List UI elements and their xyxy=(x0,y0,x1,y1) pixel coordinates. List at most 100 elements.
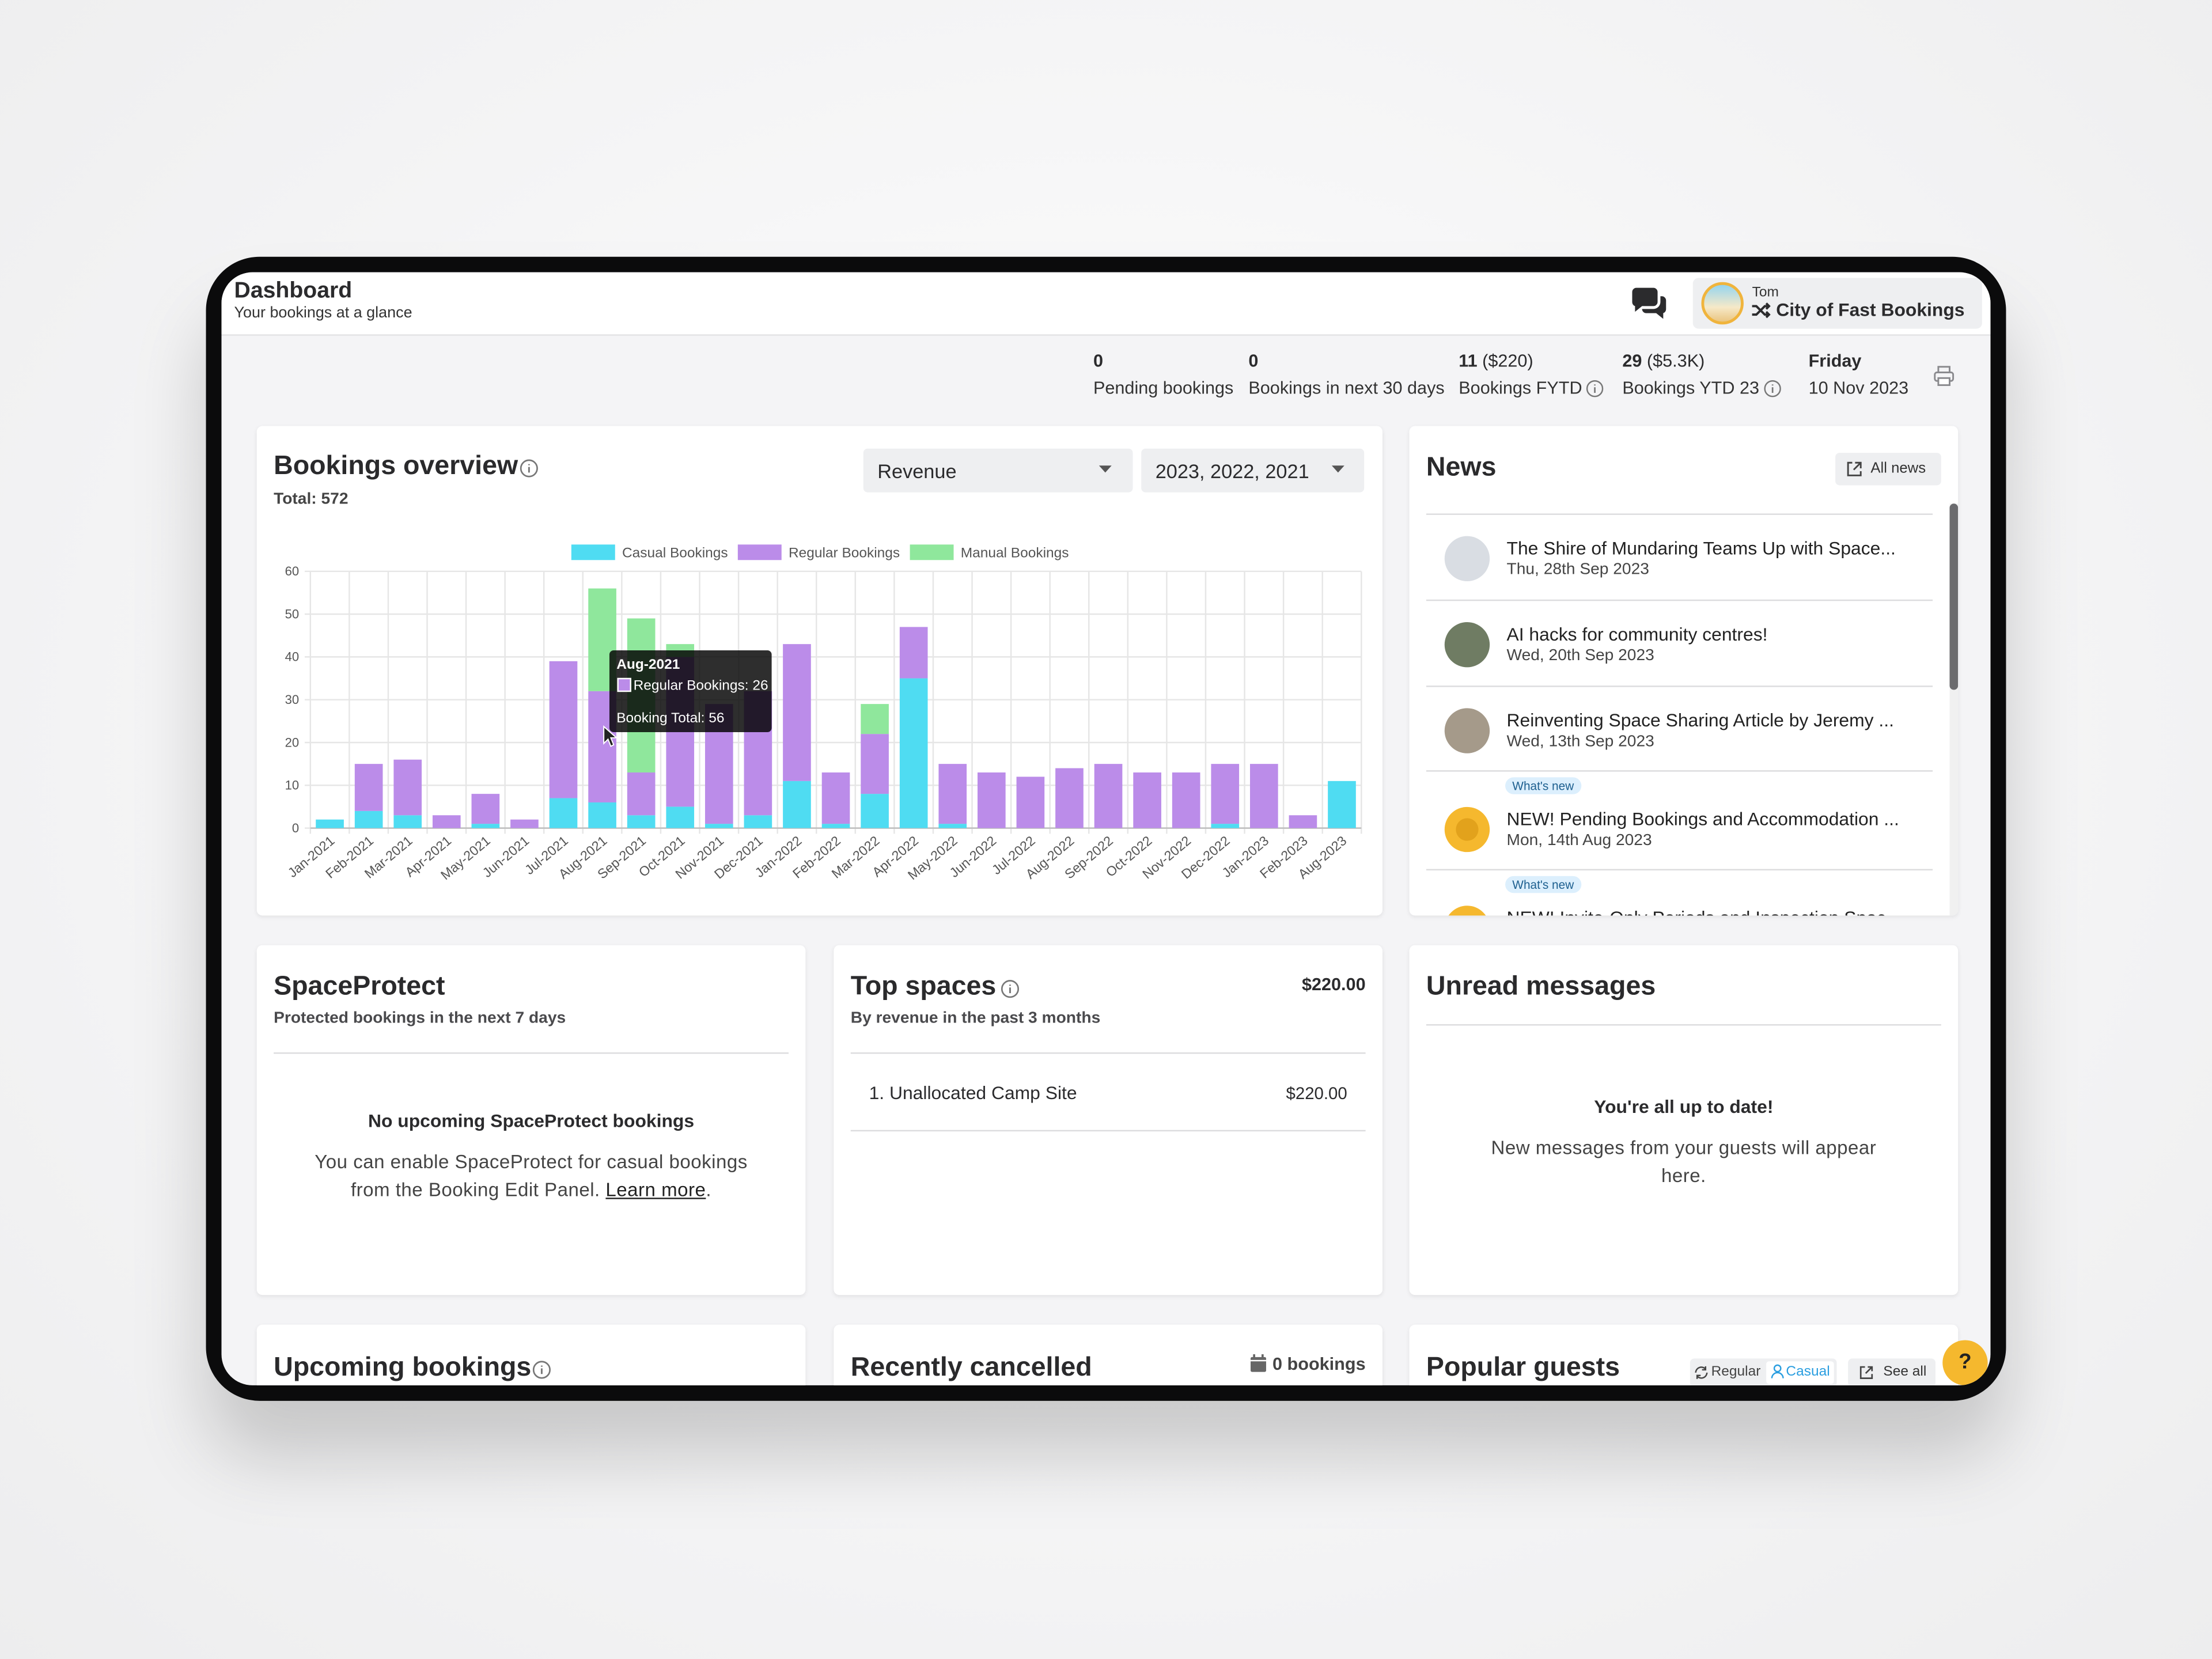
metric-dropdown[interactable] xyxy=(863,448,1133,493)
stat-label: Bookings YTD 23 xyxy=(1622,378,1759,398)
divider xyxy=(1426,599,1933,601)
bar-segment xyxy=(627,815,656,828)
switch-icon xyxy=(1752,302,1771,319)
stat-label: 10 Nov 2023 xyxy=(1808,378,1909,398)
bar-segment xyxy=(549,661,578,798)
bar-segment xyxy=(899,627,928,679)
cancelled-count: 0 bookings xyxy=(1272,1354,1366,1374)
print-icon[interactable] xyxy=(1933,365,1955,388)
y-tick-label: 60 xyxy=(285,564,300,578)
bar-segment xyxy=(1250,764,1278,828)
bar-segment xyxy=(1016,777,1045,828)
calendar-icon xyxy=(1251,1354,1266,1372)
toggle-regular[interactable]: Regular xyxy=(1711,1364,1761,1380)
stat-extra: ($5.3K) xyxy=(1646,351,1705,372)
news-title: AI hacks for community centres! xyxy=(1506,623,1768,645)
empty-title: You're all up to date! xyxy=(1594,1096,1774,1118)
screen: Dashboard Your bookings at a glance Tom … xyxy=(221,272,1991,1385)
news-date: Thu, 28th Sep 2023 xyxy=(1506,561,1649,579)
news-title: NEW! Pending Bookings and Accommodation … xyxy=(1506,808,1899,830)
info-icon[interactable] xyxy=(1000,979,1020,999)
chart-total: Total: 572 xyxy=(274,491,349,508)
space-name: 1. Unallocated Camp Site xyxy=(869,1082,1077,1104)
scroll-thumb[interactable] xyxy=(1949,503,1959,690)
stat-label: Bookings FYTD xyxy=(1459,378,1582,398)
space-amount: $220.00 xyxy=(1286,1083,1347,1104)
person-icon xyxy=(1771,1364,1784,1378)
empty-body: You can enable SpaceProtect for casual b… xyxy=(299,1148,763,1205)
thumb-circle xyxy=(1444,708,1490,753)
card-title: Top spaces xyxy=(850,972,997,1002)
empty-body: New messages from your guests will appea… xyxy=(1491,1137,1877,1187)
bar-segment xyxy=(316,819,344,828)
bar-segment xyxy=(1133,772,1161,828)
info-icon[interactable] xyxy=(519,459,539,478)
bar-segment xyxy=(821,772,850,824)
news-thumbnail xyxy=(1444,536,1490,581)
news-thumbnail xyxy=(1448,906,1486,916)
bar-segment xyxy=(744,815,772,828)
bar-segment xyxy=(861,794,889,828)
stat-value: 11 ($220) xyxy=(1459,351,1533,371)
legend-label: Regular Bookings xyxy=(789,545,900,560)
year-dropdown[interactable] xyxy=(1141,448,1365,493)
bar-segment xyxy=(432,815,461,828)
legend-swatch xyxy=(571,544,615,560)
card-subtitle: By revenue in the past 3 months xyxy=(850,1010,1101,1027)
see-all-label: See all xyxy=(1883,1364,1927,1380)
stat-label: Bookings in next 30 days xyxy=(1248,378,1445,398)
legend-label: Casual Bookings xyxy=(622,545,728,560)
upcoming-card: Upcoming bookings xyxy=(256,1324,806,1385)
bar-segment xyxy=(1211,824,1240,828)
chat-icon[interactable] xyxy=(1630,286,1669,320)
bar-segment xyxy=(549,798,578,828)
bar-segment xyxy=(938,824,967,828)
info-icon[interactable] xyxy=(532,1360,551,1380)
see-all-button[interactable] xyxy=(1848,1358,1936,1385)
news-thumbnail xyxy=(1444,806,1490,853)
toggle-casual[interactable]: Casual xyxy=(1786,1364,1830,1380)
repeat-icon xyxy=(1695,1366,1708,1379)
caret xyxy=(1331,465,1344,473)
card-title: Popular guests xyxy=(1426,1353,1620,1383)
info-ring xyxy=(1764,380,1781,397)
thumb-circle xyxy=(1444,536,1490,581)
bar-segment xyxy=(861,734,889,794)
page-subtitle: Your bookings at a glance xyxy=(234,304,412,322)
bar-segment xyxy=(1328,781,1356,828)
bar-segment xyxy=(510,819,539,828)
bar-segment xyxy=(1094,764,1123,828)
bar-segment xyxy=(783,781,811,828)
thumb-circle xyxy=(1444,622,1490,668)
bar-segment xyxy=(354,810,383,828)
news-date: Mon, 14th Aug 2023 xyxy=(1506,832,1652,850)
stat-number: 0 xyxy=(1248,351,1259,372)
all-news-button[interactable] xyxy=(1835,453,1941,486)
bar-segment xyxy=(861,704,889,734)
bar-segment xyxy=(471,794,500,824)
card-title: SpaceProtect xyxy=(274,972,445,1002)
y-tick-label: 30 xyxy=(285,692,300,707)
bar-segment xyxy=(821,824,850,828)
stat-value: 0 xyxy=(1248,351,1258,371)
y-tick-label: 0 xyxy=(292,821,299,835)
info-icon xyxy=(1764,380,1781,397)
news-thumbnail xyxy=(1444,622,1490,668)
user-name: Tom xyxy=(1752,285,1779,301)
stat-value: Friday xyxy=(1809,351,1862,371)
avatar xyxy=(1701,282,1744,325)
learn-more-link[interactable]: Learn more xyxy=(605,1179,706,1201)
divider xyxy=(1426,685,1933,687)
help-label: ? xyxy=(1959,1350,1972,1374)
legend-label: Manual Bookings xyxy=(961,545,1069,560)
help-button[interactable] xyxy=(1942,1340,1988,1385)
bar-segment xyxy=(666,806,695,828)
legend-swatch xyxy=(737,544,782,560)
bar-segment xyxy=(1211,764,1240,824)
tooltip-total: Booking Total: 56 xyxy=(616,710,724,726)
top-spaces-card: Top spaces $220.00 By revenue in the pas… xyxy=(834,945,1383,1296)
news-date: Wed, 13th Sep 2023 xyxy=(1506,733,1654,751)
popular-guests-card: Popular guests Regular Casual See all xyxy=(1409,1324,1959,1385)
bar-segment xyxy=(627,772,656,816)
card-subtitle: Protected bookings in the next 7 days xyxy=(274,1010,566,1027)
